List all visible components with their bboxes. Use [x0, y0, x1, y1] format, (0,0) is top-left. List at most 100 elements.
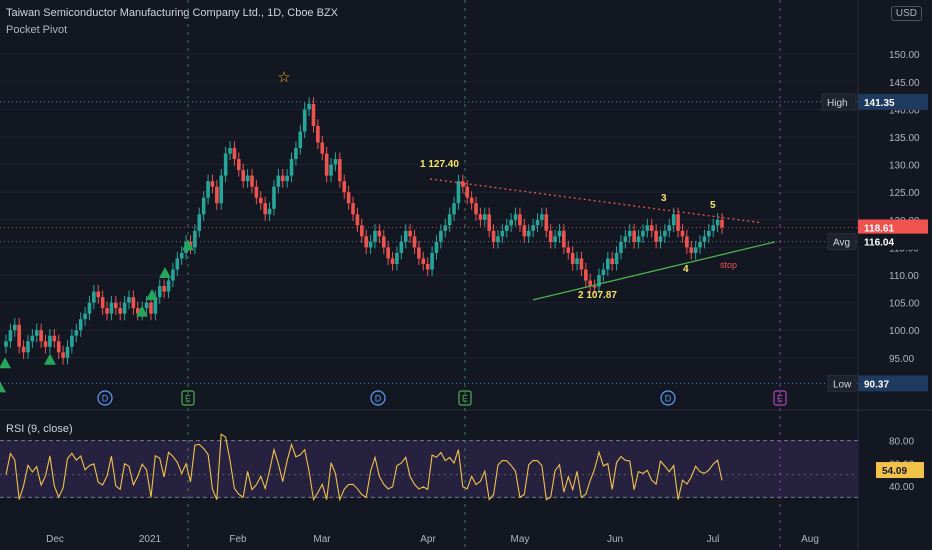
candle-body [39, 330, 43, 342]
low-value: 90.37 [864, 379, 889, 390]
pocket-pivot-marker [182, 239, 194, 251]
candle-body [215, 186, 219, 204]
candle-body [56, 341, 61, 353]
candle-body [351, 203, 355, 215]
event-badge-label: E [185, 394, 191, 404]
dividend-badge [370, 390, 386, 406]
dividend-badge [97, 390, 113, 406]
x-tick-label: Jul [707, 534, 720, 545]
candle-body [702, 236, 707, 242]
rsi-value-box [876, 462, 924, 479]
candle-body [395, 252, 399, 264]
candle-body [83, 313, 87, 320]
candle-body [518, 214, 522, 226]
candle-body [153, 297, 158, 314]
candle-body [720, 219, 724, 228]
earnings-badge [773, 390, 787, 406]
candle-body [298, 131, 303, 149]
level-name: Avg [833, 238, 850, 249]
y-tick-label: 150.00 [889, 50, 920, 61]
event-badge-label: D [665, 394, 672, 404]
candle-body [707, 230, 711, 237]
candle-body [8, 330, 13, 342]
candle-body [373, 230, 377, 242]
candle-body [307, 103, 311, 110]
candle-body [425, 263, 430, 270]
x-tick-label: Feb [229, 534, 247, 545]
candle-body [70, 335, 74, 347]
candle-body [228, 148, 232, 154]
candle-body [667, 225, 672, 231]
candle-body [285, 175, 289, 182]
candle-body [92, 291, 96, 303]
star-marker: ☆ [277, 69, 290, 86]
resistance-trendline [429, 178, 761, 224]
candle-body [122, 302, 127, 314]
candle-body [584, 269, 588, 281]
candle-body [280, 175, 285, 182]
x-tick-label: Aug [801, 534, 819, 545]
candle-body [114, 302, 118, 309]
candle-body [658, 236, 663, 242]
candle-body [381, 236, 386, 248]
chart-title: Taiwan Semiconductor Manufacturing Compa… [6, 7, 338, 19]
candle-body [663, 230, 667, 237]
candle-body [34, 330, 39, 336]
candle-body [474, 203, 478, 215]
candle-body [355, 214, 360, 226]
y-tick-label: 140.00 [889, 105, 920, 116]
candle-body [245, 175, 250, 182]
candle-body [368, 241, 373, 248]
x-tick-label: Jun [607, 534, 623, 545]
candle-body [553, 236, 557, 242]
candle-body [333, 159, 338, 165]
candle-body [144, 302, 149, 309]
last-price-value: 118.61 [864, 223, 894, 234]
rsi-line [5, 433, 723, 502]
candle-body [118, 308, 123, 314]
candle-body [632, 230, 636, 242]
candle-body [360, 225, 364, 237]
candle-body [535, 219, 540, 226]
candle-body [443, 225, 448, 231]
wave-label-5: 5 [710, 200, 716, 211]
candle-body [48, 335, 52, 347]
candle-body [408, 230, 412, 237]
candle-body [447, 214, 452, 226]
candle-body [232, 148, 237, 160]
candle-body [434, 241, 439, 253]
rsi-title: RSI (9, close) [6, 423, 73, 435]
candle-body [223, 153, 228, 176]
level-name: High [827, 98, 848, 109]
candle-body [258, 197, 263, 204]
stop-label: stop [720, 260, 737, 270]
x-tick-label: 2021 [139, 534, 162, 545]
level-value-box [858, 93, 928, 110]
x-tick-label: Mar [313, 534, 331, 545]
level-value-box [858, 375, 928, 392]
candle-body [544, 214, 549, 231]
candle-body [302, 109, 307, 132]
candle-body [641, 230, 645, 237]
y-tick-label: 95.00 [889, 354, 914, 365]
event-badge-label: E [462, 394, 468, 404]
currency-badge[interactable]: USD [890, 6, 922, 21]
candle-body [654, 230, 658, 242]
rsi-tick-label: 40.00 [889, 482, 914, 493]
event-badge-label: E [777, 394, 783, 404]
candle-body [206, 181, 210, 198]
candle-body [685, 236, 689, 248]
wave-label-4: 4 [683, 264, 689, 275]
candle-body [294, 148, 298, 160]
candle-body [100, 297, 105, 309]
candle-body [540, 214, 544, 220]
earnings-badge [181, 390, 195, 406]
candle-body [645, 225, 650, 231]
candle-body [465, 186, 470, 198]
candle-body [500, 230, 505, 237]
candle-body [430, 252, 434, 270]
y-tick-label: 110.00 [889, 271, 919, 282]
candle-body [26, 341, 30, 353]
candle-body [570, 252, 575, 264]
